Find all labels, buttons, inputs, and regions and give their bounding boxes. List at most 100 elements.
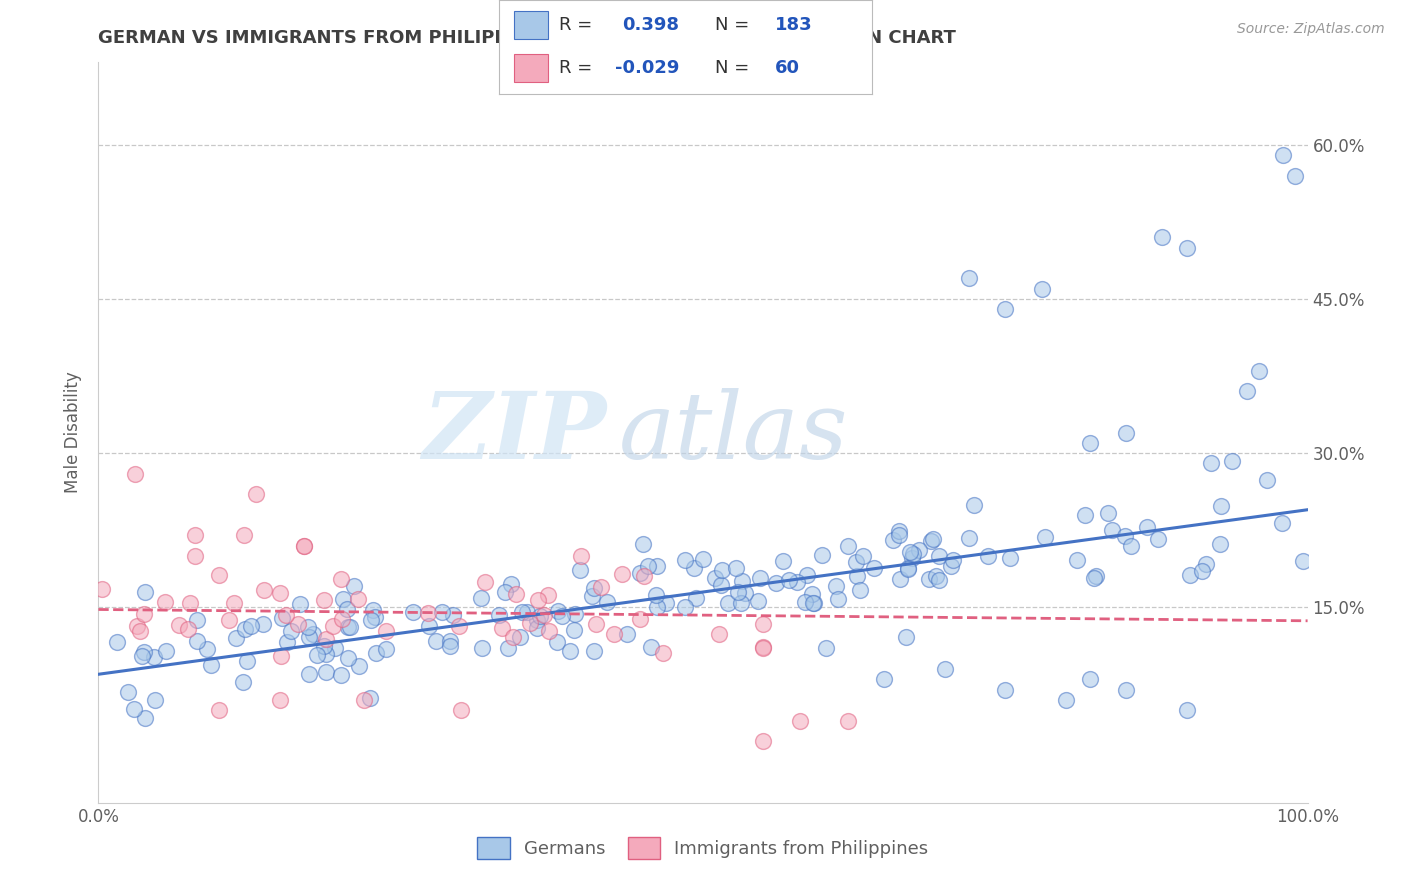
Text: -0.029: -0.029: [614, 60, 679, 78]
Point: [315, 632, 337, 646]
Point: [1272, 148, 1295, 162]
Point: [418, 618, 440, 632]
Point: [1220, 454, 1243, 468]
Point: [132, 607, 155, 621]
Point: [337, 620, 360, 634]
Point: [269, 586, 291, 600]
Point: [474, 575, 496, 590]
Point: [942, 553, 965, 567]
Point: [849, 582, 872, 597]
Point: [1180, 568, 1202, 582]
Point: [703, 571, 725, 585]
Point: [270, 648, 292, 663]
Point: [155, 595, 177, 609]
Point: [353, 693, 375, 707]
Point: [897, 562, 920, 576]
Point: [682, 561, 704, 575]
Text: atlas: atlas: [619, 388, 848, 477]
Point: [603, 627, 626, 641]
Point: [297, 631, 319, 645]
Point: [814, 641, 837, 656]
Point: [439, 639, 461, 653]
Point: [1114, 529, 1136, 543]
Point: [652, 646, 675, 660]
Point: [685, 591, 707, 605]
Point: [647, 558, 669, 573]
Point: [1031, 282, 1053, 296]
Point: [794, 595, 817, 609]
Point: [1147, 533, 1170, 547]
Point: [800, 587, 823, 601]
Text: N =: N =: [716, 16, 749, 34]
Point: [675, 553, 697, 567]
Point: [252, 617, 274, 632]
Point: [416, 606, 439, 620]
Point: [374, 624, 396, 638]
Point: [749, 571, 772, 585]
Point: [323, 641, 346, 656]
Point: [441, 608, 464, 623]
Point: [724, 561, 747, 575]
Point: [1175, 703, 1198, 717]
Point: [1136, 520, 1159, 534]
Point: [882, 533, 904, 547]
Point: [122, 702, 145, 716]
Point: [889, 572, 911, 586]
Point: [692, 552, 714, 566]
Point: [583, 581, 606, 595]
Point: [589, 580, 612, 594]
Point: [364, 646, 387, 660]
Point: [837, 714, 859, 728]
Point: [928, 549, 950, 564]
Point: [747, 594, 769, 608]
Point: [925, 569, 948, 583]
Point: [537, 588, 560, 602]
Point: [134, 711, 156, 725]
Point: [1084, 569, 1107, 583]
Point: [558, 644, 581, 658]
Point: [637, 558, 659, 573]
Point: [315, 665, 337, 680]
Point: [195, 641, 218, 656]
Point: [509, 630, 531, 644]
Point: [1191, 564, 1213, 578]
Point: [640, 640, 662, 655]
Point: [329, 573, 352, 587]
Point: [918, 572, 941, 586]
Point: [887, 524, 910, 538]
Point: [901, 547, 924, 561]
Point: [727, 585, 749, 599]
Point: [897, 560, 920, 574]
Point: [143, 693, 166, 707]
Point: [360, 614, 382, 628]
Point: [583, 643, 606, 657]
Point: [516, 605, 538, 619]
Point: [647, 599, 669, 614]
Point: [1115, 682, 1137, 697]
Point: [1115, 425, 1137, 440]
Point: [179, 596, 201, 610]
Point: [292, 539, 315, 553]
Point: [731, 574, 754, 588]
Point: [347, 659, 370, 673]
Point: [730, 596, 752, 610]
Point: [789, 714, 811, 728]
Point: [907, 542, 929, 557]
Point: [896, 630, 918, 644]
Point: [734, 586, 756, 600]
Point: [633, 568, 655, 582]
Point: [673, 599, 696, 614]
Point: [134, 585, 156, 599]
Point: [568, 563, 591, 577]
Point: [710, 578, 733, 592]
Text: R =: R =: [558, 16, 592, 34]
Point: [505, 587, 527, 601]
Point: [330, 612, 353, 626]
Point: [928, 573, 950, 587]
Point: [645, 588, 668, 602]
Point: [547, 604, 569, 618]
Point: [898, 544, 921, 558]
Point: [336, 601, 359, 615]
FancyBboxPatch shape: [515, 54, 547, 82]
Point: [1083, 571, 1105, 585]
